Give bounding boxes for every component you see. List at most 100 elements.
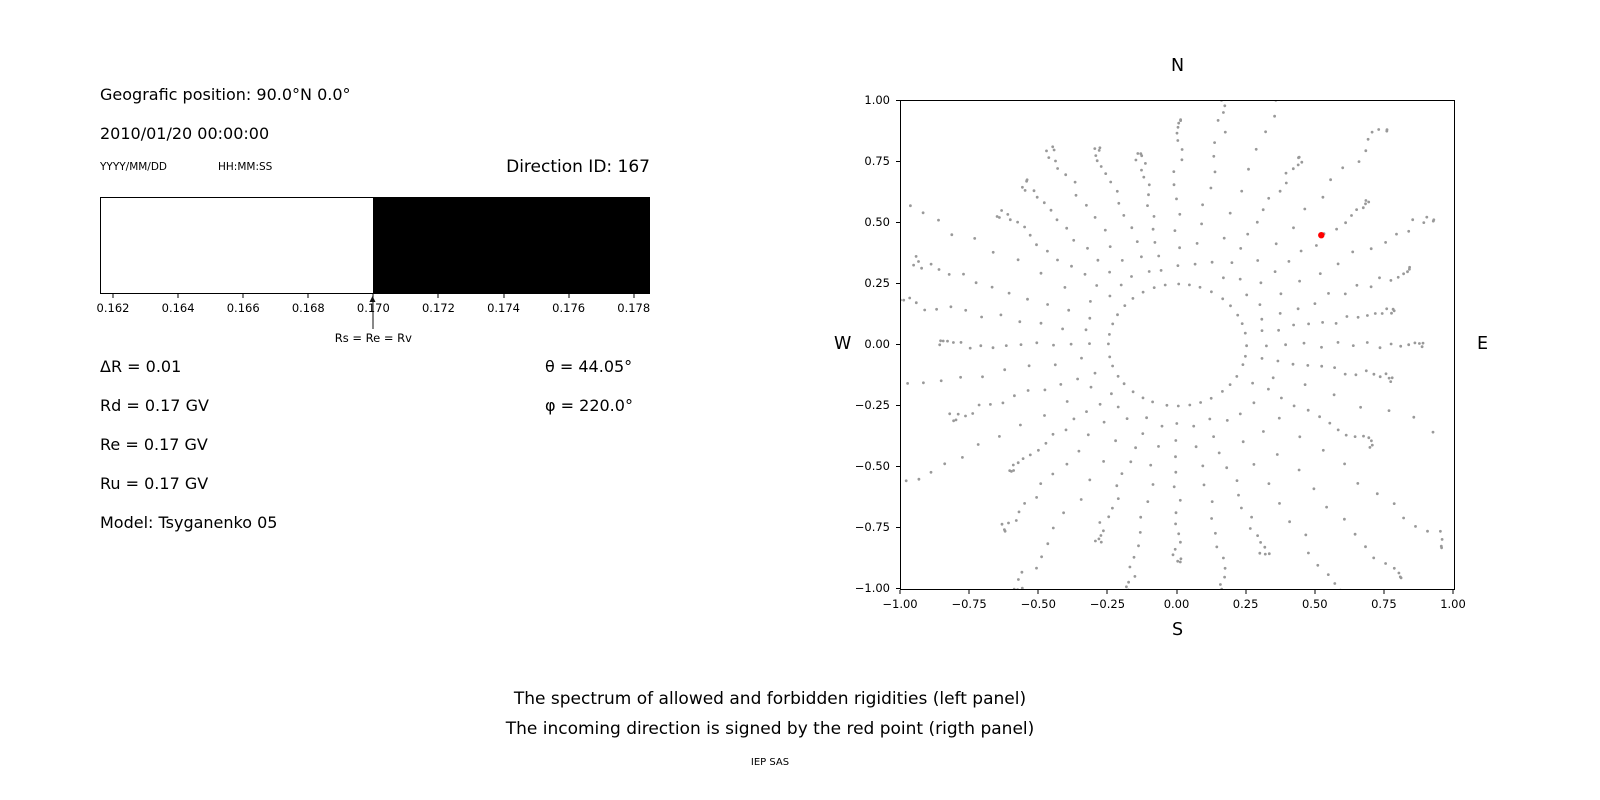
trajectory-point <box>1021 185 1024 189</box>
trajectory-point <box>1387 376 1391 380</box>
trajectory-point <box>1278 189 1282 193</box>
trajectory-point <box>917 477 921 481</box>
trajectory-point <box>964 414 967 418</box>
y-tick-mark <box>896 344 900 345</box>
trajectory-point <box>1258 303 1262 306</box>
trajectory-point <box>1070 264 1073 268</box>
trajectory-point <box>1133 575 1137 578</box>
trajectory-point <box>1373 312 1377 315</box>
trajectory-point <box>1385 307 1389 311</box>
trajectory-point <box>1134 446 1137 450</box>
trajectory-point <box>902 298 906 302</box>
trajectory-point <box>1354 373 1358 377</box>
trajectory-point <box>1210 500 1214 503</box>
trajectory-point <box>998 216 1001 219</box>
trajectory-point <box>1051 145 1055 149</box>
trajectory-point <box>1406 270 1409 274</box>
x-tick-mark <box>1106 590 1108 594</box>
trajectory-point <box>1333 582 1337 585</box>
trajectory-point <box>1157 445 1160 448</box>
trajectory-point <box>1147 270 1151 273</box>
trajectory-point <box>1011 463 1015 467</box>
trajectory-point <box>937 218 940 222</box>
trajectory-point <box>1188 403 1192 407</box>
trajectory-point <box>1139 152 1143 156</box>
trajectory-point <box>1069 342 1073 346</box>
trajectory-point <box>1426 529 1429 533</box>
trajectory-point <box>935 307 938 311</box>
trajectory-point <box>1271 376 1275 380</box>
trajectory-point <box>1392 309 1396 313</box>
trajectory-point <box>1202 483 1206 487</box>
trajectory-point <box>1120 259 1124 262</box>
trajectory-point <box>1176 559 1180 563</box>
trajectory-point <box>1230 261 1234 264</box>
spectrum-tick-mark <box>568 294 570 298</box>
trajectory-point <box>1370 439 1373 443</box>
trajectory-point <box>1264 130 1267 134</box>
time-format-label: HH:MM:SS <box>218 161 273 173</box>
trajectory-point <box>1174 522 1177 526</box>
trajectory-point <box>1238 412 1242 416</box>
trajectory-point <box>1223 566 1227 570</box>
trajectory-point <box>1302 341 1306 345</box>
trajectory-point <box>1411 218 1415 222</box>
trajectory-point <box>1284 343 1287 347</box>
trajectory-point <box>929 470 933 474</box>
trajectory-point <box>1138 531 1142 534</box>
trajectory-point <box>1364 545 1367 549</box>
trajectory-point <box>1019 343 1023 346</box>
trajectory-point <box>1176 125 1180 129</box>
trajectory-point <box>1273 114 1276 118</box>
trajectory-point <box>1292 226 1295 230</box>
trajectory-point <box>1173 229 1177 233</box>
trajectory-point <box>1199 401 1202 404</box>
trajectory-point <box>1336 428 1340 432</box>
trajectory-point <box>921 211 925 215</box>
trajectory-point <box>1056 258 1059 262</box>
trajectory-point <box>990 285 994 289</box>
trajectory-point <box>1001 401 1005 405</box>
trajectory-point <box>1145 416 1148 420</box>
trajectory-point <box>1116 405 1120 409</box>
trajectory-point <box>1132 555 1136 559</box>
trajectory-point <box>1372 372 1376 376</box>
trajectory-point <box>1023 189 1027 192</box>
trajectory-point <box>1176 139 1180 142</box>
trajectory-point <box>1378 346 1382 350</box>
trajectory-point <box>1326 573 1330 576</box>
y-tick-label: −0.50 <box>854 459 890 473</box>
west-label: W <box>834 334 852 354</box>
trajectory-point <box>1025 178 1029 182</box>
trajectory-point <box>1274 242 1278 246</box>
trajectory-point <box>1223 104 1227 108</box>
trajectory-point <box>938 343 942 347</box>
trajectory-point <box>1370 443 1374 447</box>
trajectory-point <box>1355 208 1358 211</box>
trajectory-point <box>1245 293 1249 297</box>
trajectory-point <box>1320 345 1323 349</box>
trajectory-point <box>998 435 1001 438</box>
trajectory-point <box>1384 241 1387 244</box>
trajectory-point <box>901 298 902 302</box>
trajectory-point <box>1177 282 1181 286</box>
trajectory-point <box>941 339 945 343</box>
trajectory-point <box>1235 479 1239 482</box>
spectrum-tick-label: 0.172 <box>421 301 455 315</box>
trajectory-point <box>1037 448 1040 452</box>
trajectory-point <box>1212 435 1215 438</box>
spectrum-tick-mark <box>437 294 439 298</box>
trajectory-point <box>1039 321 1043 325</box>
trajectory-point <box>1035 496 1038 499</box>
trajectory-point <box>1210 260 1214 264</box>
trajectory-point <box>1142 175 1146 179</box>
trajectory-point <box>1245 344 1248 348</box>
trajectory-point <box>1174 511 1178 515</box>
param-theta: θ = 44.05° <box>545 357 633 376</box>
y-tick-mark <box>896 283 900 284</box>
trajectory-point <box>1321 448 1325 452</box>
trajectory-point <box>1151 227 1155 231</box>
trajectory-point <box>1080 356 1083 360</box>
trajectory-point <box>1267 387 1270 391</box>
trajectory-point <box>1006 213 1010 216</box>
